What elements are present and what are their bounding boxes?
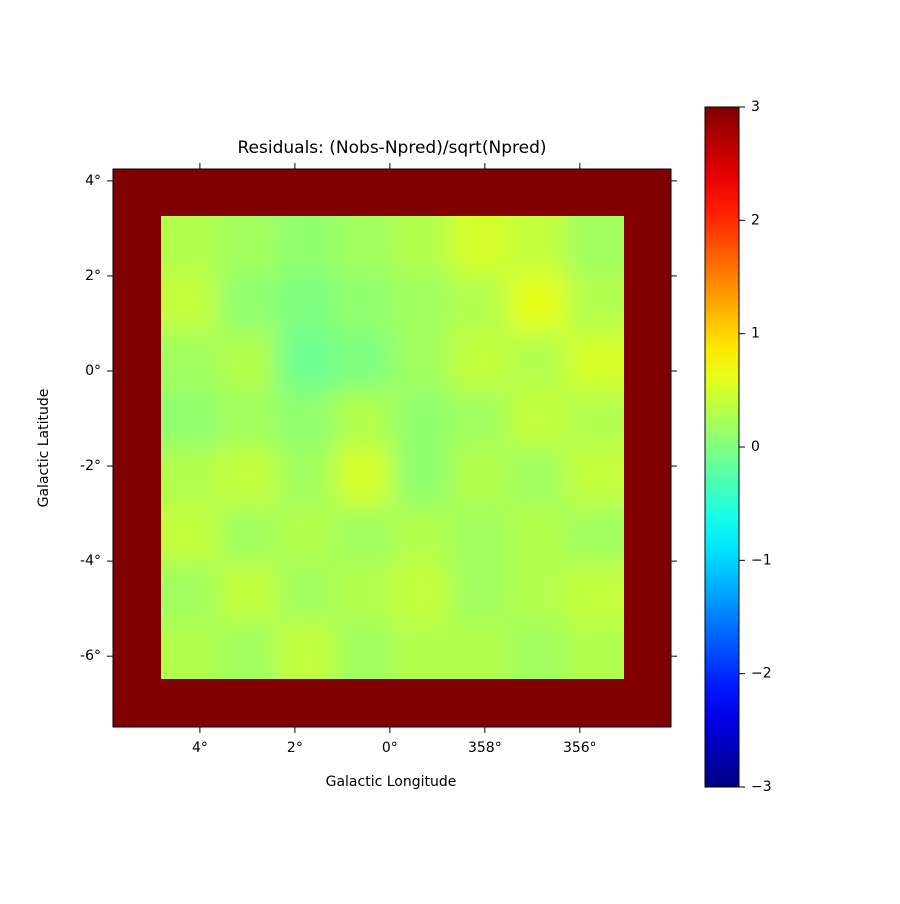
- cell: [508, 331, 568, 391]
- cell: [450, 331, 510, 391]
- x-tick-label: 0°: [382, 740, 398, 756]
- cell: [508, 273, 568, 333]
- cell: [392, 216, 452, 275]
- cell: [334, 216, 394, 275]
- cell: [508, 621, 568, 679]
- cell: [450, 447, 510, 507]
- colorbar-tick-label: −2: [751, 666, 772, 682]
- cell: [218, 216, 278, 275]
- colorbar-tick-label: 3: [751, 99, 760, 115]
- cell: [450, 563, 510, 623]
- cell: [218, 273, 278, 333]
- cell: [508, 389, 568, 449]
- colorbar-tick-label: 1: [751, 326, 760, 342]
- colorbar: [704, 106, 740, 788]
- x-tick-label: 2°: [287, 740, 303, 756]
- cell: [508, 505, 568, 565]
- cell: [334, 563, 394, 623]
- cell: [334, 273, 394, 333]
- cell: [160, 447, 220, 507]
- cell: [276, 505, 336, 565]
- cell: [392, 505, 452, 565]
- y-tick-label: -4°: [80, 553, 101, 569]
- cell: [566, 216, 624, 275]
- cell: [160, 505, 220, 565]
- cell: [566, 621, 624, 679]
- cell: [392, 389, 452, 449]
- cell: [392, 273, 452, 333]
- cell: [160, 621, 220, 679]
- cell: [276, 621, 336, 679]
- cell: [334, 331, 394, 391]
- y-axis-label: Galactic Latitude: [36, 389, 52, 508]
- cell: [160, 216, 220, 275]
- cell: [334, 505, 394, 565]
- colorbar-tick-label: −1: [751, 552, 772, 568]
- cell: [334, 621, 394, 679]
- cell: [218, 563, 278, 623]
- cell: [160, 331, 220, 391]
- cell: [508, 447, 568, 507]
- cell: [450, 621, 510, 679]
- x-axis-label: Galactic Longitude: [326, 774, 457, 790]
- cell: [566, 447, 624, 507]
- cell: [566, 563, 624, 623]
- cell: [276, 216, 336, 275]
- cell: [334, 447, 394, 507]
- y-tick-label: 2°: [85, 268, 101, 284]
- cell: [218, 389, 278, 449]
- cell: [392, 447, 452, 507]
- cell: [450, 273, 510, 333]
- y-tick-label: -2°: [80, 458, 101, 474]
- residual-cells: [160, 216, 624, 679]
- chart-title: Residuals: (Nobs-Npred)/sqrt(Npred): [238, 138, 547, 158]
- cell: [392, 563, 452, 623]
- x-tick-label: 358°: [468, 740, 502, 756]
- y-tick-label: -6°: [80, 648, 101, 664]
- cell: [218, 621, 278, 679]
- colorbar-tick-label: 2: [751, 212, 760, 228]
- cell: [566, 273, 624, 333]
- cell: [218, 331, 278, 391]
- cell: [218, 505, 278, 565]
- y-tick-label: 4°: [85, 173, 101, 189]
- cell: [450, 505, 510, 565]
- x-tick-label: 356°: [563, 740, 597, 756]
- colorbar-tick-label: −3: [751, 779, 772, 795]
- colorbar-tick-label: 0: [751, 439, 760, 455]
- cell: [160, 563, 220, 623]
- cell: [508, 563, 568, 623]
- residual-patch: [160, 216, 624, 679]
- y-tick-label: 0°: [85, 363, 101, 379]
- cell: [276, 331, 336, 391]
- cell: [218, 447, 278, 507]
- cell: [160, 273, 220, 333]
- cell: [450, 216, 510, 275]
- axes-frame: [112, 168, 672, 728]
- cell: [276, 273, 336, 333]
- cell: [276, 447, 336, 507]
- cell: [276, 563, 336, 623]
- cell: [392, 331, 452, 391]
- cell: [566, 389, 624, 449]
- x-tick-label: 4°: [192, 740, 208, 756]
- cell: [160, 389, 220, 449]
- cell: [334, 389, 394, 449]
- cell: [276, 389, 336, 449]
- cell: [566, 331, 624, 391]
- cell: [508, 216, 568, 275]
- cell: [566, 505, 624, 565]
- cell: [392, 621, 452, 679]
- cell: [450, 389, 510, 449]
